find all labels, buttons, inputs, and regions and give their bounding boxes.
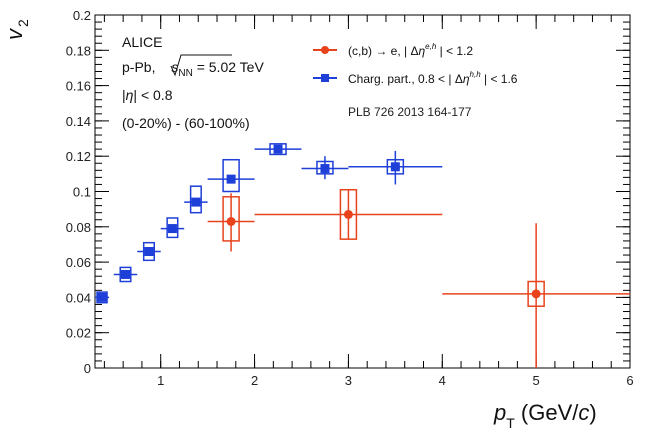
x-tick-label: 6 <box>626 373 633 388</box>
data-point <box>343 209 353 219</box>
legend-marker-electrons <box>321 46 329 54</box>
legend: (c,b) → e, | Δηe,h | < 1.2 Charg. part.,… <box>313 42 518 86</box>
data-point <box>390 162 400 172</box>
axis-ticks: 0 0.02 0.04 0.06 0.08 0.1 0.12 0.14 0.16 0.18 0.2 1… <box>66 8 634 388</box>
data-point <box>121 269 131 279</box>
sqrt-sign <box>170 54 232 77</box>
data-point <box>97 292 107 302</box>
x-tick-label: 1 <box>157 373 164 388</box>
legend-label-electrons: (c,b) → e, | Δηe,h | < 1.2 <box>348 42 473 58</box>
y-tick-label: 0.04 <box>66 290 91 305</box>
y-tick-label: 0.08 <box>66 220 91 235</box>
legend-label-charged: Charg. part., 0.8 < | Δηh,h | < 1.6 <box>348 70 518 86</box>
legend-marker-charged <box>321 74 329 82</box>
legend-entry-charged: Charg. part., 0.8 < | Δηh,h | < 1.6 <box>313 70 518 86</box>
experiment-label: ALICE <box>122 34 162 50</box>
data-point <box>144 247 154 257</box>
systematic-box <box>222 158 240 193</box>
y-tick-label: 0.18 <box>66 43 91 58</box>
x-tick-label: 2 <box>251 373 258 388</box>
x-tick-label: 5 <box>533 373 540 388</box>
data-point <box>226 217 236 227</box>
y-axis-title: v2 <box>2 19 31 40</box>
x-tick-label: 3 <box>345 373 352 388</box>
eta-cut-label: |η| < 0.8 <box>122 87 173 103</box>
data-point <box>320 164 330 174</box>
reference-label: PLB 726 2013 164-177 <box>348 105 472 119</box>
data-layer <box>95 143 630 368</box>
y-tick-label: 0.06 <box>66 255 91 270</box>
data-point <box>273 144 283 154</box>
systematic-box <box>189 185 202 214</box>
data-point <box>191 197 201 207</box>
data-point <box>531 289 541 299</box>
y-tick-label: 0.2 <box>73 8 91 23</box>
y-tick-label: 0.02 <box>66 326 91 341</box>
series-electrons <box>207 188 630 368</box>
system-energy-label: p-Pb, sNN = 5.02 TeV <box>122 59 264 79</box>
x-tick-label: 4 <box>439 373 446 388</box>
y-tick-label: 0.12 <box>66 149 91 164</box>
series-charged <box>95 143 443 304</box>
y-tick-label: 0 <box>84 361 91 376</box>
centrality-label: (0-20%) - (60-100%) <box>122 115 250 131</box>
y-tick-label: 0.14 <box>66 114 91 129</box>
x-axis-title: pT (GeV/c) <box>493 400 597 431</box>
systematic-box <box>166 217 179 239</box>
data-point <box>167 224 177 234</box>
legend-entry-electrons: (c,b) → e, | Δηe,h | < 1.2 <box>313 42 473 58</box>
y-tick-label: 0.1 <box>73 185 91 200</box>
data-point <box>226 174 236 184</box>
y-tick-label: 0.16 <box>66 79 91 94</box>
